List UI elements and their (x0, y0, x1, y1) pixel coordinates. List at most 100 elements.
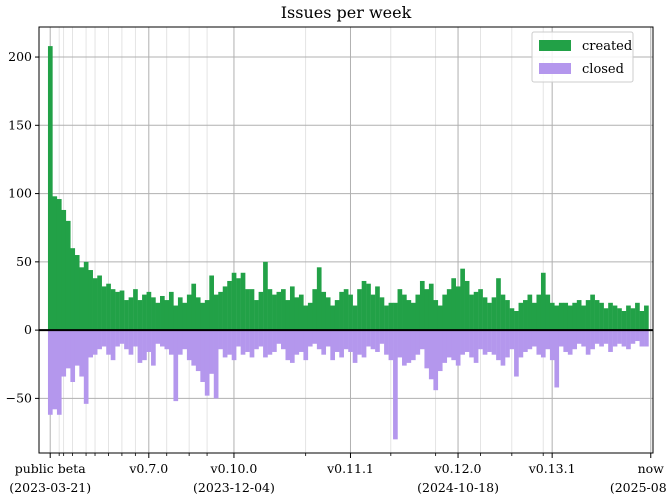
bar-created (348, 294, 353, 331)
bar-closed (599, 330, 604, 347)
bar-closed (146, 330, 152, 352)
bar-closed (142, 330, 147, 361)
bar-closed (626, 330, 631, 350)
bar-closed (455, 330, 461, 366)
bar-created (115, 291, 120, 331)
bar-closed (437, 330, 443, 372)
bar-created (142, 294, 147, 331)
bar-closed (487, 330, 492, 352)
bar-created (168, 291, 174, 331)
bar-created (191, 283, 197, 331)
bar-created (79, 267, 85, 331)
bar-created (635, 302, 640, 331)
bar-created (581, 305, 586, 331)
y-tick-label: 0 (24, 322, 32, 337)
x-tick-label: v0.11.1 (326, 461, 374, 476)
bar-created (451, 278, 457, 331)
bar-closed (164, 330, 170, 350)
bar-created (442, 294, 448, 331)
bar-created (325, 297, 331, 331)
bar-closed (576, 330, 582, 344)
bar-created (83, 261, 89, 331)
bar-created (330, 305, 335, 331)
bar-created (352, 305, 358, 331)
bar-closed (505, 330, 510, 358)
y-tick-label: −50 (6, 390, 32, 405)
bar-created (554, 305, 560, 331)
bar-created (258, 291, 264, 331)
bar-closed (608, 330, 613, 352)
bar-closed (617, 330, 622, 344)
bar-closed (393, 330, 398, 440)
bar-closed (366, 330, 371, 347)
bar-closed (639, 330, 645, 347)
bar-created (285, 300, 291, 331)
bar-closed (410, 330, 416, 361)
bar-closed (343, 330, 349, 350)
bar-created (402, 294, 407, 331)
plot-frame (38, 26, 654, 454)
bar-created (478, 289, 483, 331)
bar-closed (352, 330, 358, 363)
bar-created (415, 294, 421, 331)
bar-created (527, 294, 533, 331)
bar-closed (218, 330, 223, 350)
bar-created (500, 294, 506, 331)
bar-created (298, 294, 304, 331)
bar-created (267, 289, 273, 331)
bar-closed (558, 330, 564, 347)
bar-closed (590, 330, 595, 350)
bar-created (316, 267, 322, 331)
bar-created (218, 291, 223, 331)
bar-closed (581, 330, 586, 347)
bar-closed (263, 330, 268, 358)
bar-closed (402, 330, 407, 366)
bar-closed (554, 330, 560, 388)
bar-closed (83, 330, 89, 404)
bar-created (393, 302, 398, 331)
bar-closed (339, 330, 344, 358)
bar-created (419, 280, 425, 331)
bar-created (424, 289, 430, 331)
bar-created (124, 300, 129, 331)
bar-created (563, 302, 569, 331)
bar-created (321, 291, 327, 331)
bar-created (164, 300, 170, 331)
bar-closed (509, 330, 515, 350)
bar-created (612, 305, 618, 331)
bar-created (599, 302, 604, 331)
bar-closed (621, 330, 627, 347)
bar-closed (204, 330, 210, 396)
bar-closed (388, 330, 394, 361)
bar-closed (137, 330, 143, 363)
y-tick-label: 150 (8, 117, 32, 132)
bar-created (379, 297, 385, 331)
bar-closed (379, 330, 385, 344)
bar-closed (536, 330, 542, 355)
bar-created (307, 302, 313, 331)
bar-created (357, 289, 362, 331)
bar-closed (325, 330, 331, 347)
bar-created (339, 291, 344, 331)
bar-created (388, 302, 394, 331)
bar-closed (563, 330, 569, 352)
bar-created (47, 46, 53, 331)
bar-created (433, 300, 439, 331)
bar-closed (298, 330, 304, 352)
bar-closed (491, 330, 497, 355)
bar-closed (644, 330, 649, 347)
legend-swatch-created (539, 40, 571, 51)
bar-created (621, 311, 627, 331)
bar-closed (482, 330, 488, 355)
bar-created (209, 275, 214, 331)
bar-created (536, 294, 542, 331)
bar-created (133, 289, 138, 331)
bar-created (231, 272, 237, 331)
y-tick-label: 200 (8, 49, 32, 64)
bar-closed (370, 330, 376, 350)
bar-created (65, 220, 71, 331)
bar-created (240, 272, 246, 331)
bar-closed (74, 330, 80, 366)
bar-closed (47, 330, 53, 415)
